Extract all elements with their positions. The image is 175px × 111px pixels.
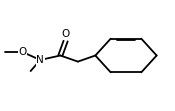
Text: O: O: [61, 29, 70, 39]
Text: N: N: [36, 55, 44, 65]
Text: O: O: [19, 47, 27, 57]
